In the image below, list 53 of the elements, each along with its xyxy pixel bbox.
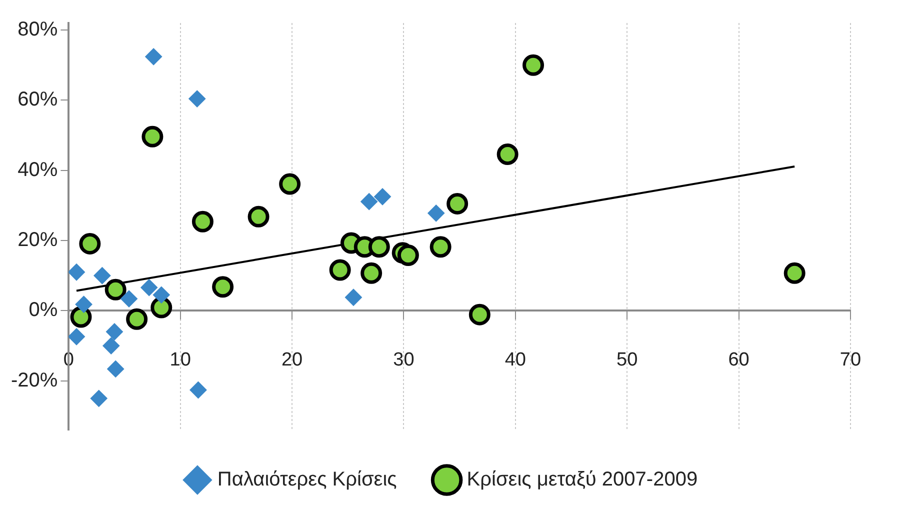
x-tick-label: 40 bbox=[504, 349, 526, 370]
x-tick-label: 30 bbox=[393, 349, 414, 370]
point bbox=[68, 328, 86, 346]
x-tick-label: 50 bbox=[616, 349, 638, 370]
point bbox=[368, 236, 390, 258]
y-tick-label: 80% bbox=[18, 18, 58, 41]
point bbox=[360, 262, 382, 284]
x-tick-label: 70 bbox=[840, 349, 862, 370]
point bbox=[75, 296, 92, 313]
point bbox=[784, 262, 806, 284]
x-tick-label: 60 bbox=[728, 349, 750, 370]
point bbox=[374, 188, 392, 206]
point bbox=[152, 286, 170, 304]
point bbox=[344, 288, 362, 306]
point bbox=[248, 206, 270, 228]
point bbox=[140, 279, 158, 296]
legend-label: Παλαιότερες Κρίσεις bbox=[217, 468, 398, 491]
point bbox=[107, 360, 124, 378]
point bbox=[126, 308, 148, 330]
point bbox=[190, 382, 207, 398]
point bbox=[360, 193, 378, 210]
point bbox=[212, 276, 234, 298]
point bbox=[70, 306, 92, 328]
point bbox=[329, 259, 351, 281]
point bbox=[106, 323, 123, 340]
y-tick-label: -20% bbox=[10, 369, 58, 392]
x-tick-label: 20 bbox=[281, 349, 303, 370]
point bbox=[428, 204, 445, 222]
point bbox=[68, 264, 86, 281]
point bbox=[104, 278, 126, 300]
point bbox=[188, 90, 206, 108]
point bbox=[496, 143, 518, 165]
legend-label: Κρίσεις μεταξύ 2007-2009 bbox=[466, 468, 698, 491]
point bbox=[279, 173, 301, 195]
y-tick-label: 60% bbox=[18, 88, 58, 111]
point bbox=[94, 267, 111, 284]
point bbox=[142, 126, 164, 148]
y-tick-label: 20% bbox=[18, 229, 58, 252]
point bbox=[522, 54, 544, 76]
point bbox=[120, 290, 138, 308]
y-tick-label: 0% bbox=[28, 299, 58, 322]
y-tick-label: 40% bbox=[18, 158, 58, 181]
point bbox=[192, 210, 214, 232]
point bbox=[446, 192, 468, 214]
point bbox=[397, 244, 419, 266]
point bbox=[430, 236, 452, 258]
point bbox=[150, 296, 172, 318]
point bbox=[90, 390, 108, 407]
point bbox=[468, 304, 490, 326]
x-tick-label: 10 bbox=[170, 349, 191, 370]
point bbox=[102, 337, 120, 354]
point bbox=[79, 232, 101, 254]
point bbox=[145, 48, 162, 66]
